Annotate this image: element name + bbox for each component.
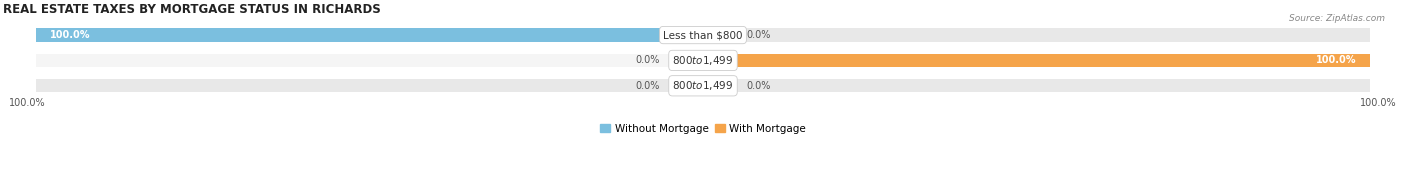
- Text: 0.0%: 0.0%: [636, 55, 659, 65]
- Text: 100.0%: 100.0%: [49, 30, 90, 40]
- Bar: [669, 54, 703, 67]
- Text: 0.0%: 0.0%: [636, 81, 659, 91]
- Legend: Without Mortgage, With Mortgage: Without Mortgage, With Mortgage: [596, 119, 810, 138]
- Text: 100.0%: 100.0%: [1316, 55, 1357, 65]
- Bar: [37, 79, 1369, 92]
- Text: 0.0%: 0.0%: [747, 81, 770, 91]
- Bar: [37, 28, 1369, 42]
- Text: 0.0%: 0.0%: [747, 30, 770, 40]
- Bar: [37, 54, 1369, 67]
- Text: REAL ESTATE TAXES BY MORTGAGE STATUS IN RICHARDS: REAL ESTATE TAXES BY MORTGAGE STATUS IN …: [3, 3, 381, 16]
- Bar: [703, 28, 737, 42]
- Text: Source: ZipAtlas.com: Source: ZipAtlas.com: [1289, 14, 1385, 23]
- Bar: [703, 54, 1369, 67]
- Text: 100.0%: 100.0%: [10, 98, 46, 108]
- Bar: [703, 79, 737, 92]
- Bar: [669, 79, 703, 92]
- Text: $800 to $1,499: $800 to $1,499: [672, 79, 734, 92]
- Text: Less than $800: Less than $800: [664, 30, 742, 40]
- Text: $800 to $1,499: $800 to $1,499: [672, 54, 734, 67]
- Text: 100.0%: 100.0%: [1360, 98, 1396, 108]
- Bar: [37, 28, 703, 42]
